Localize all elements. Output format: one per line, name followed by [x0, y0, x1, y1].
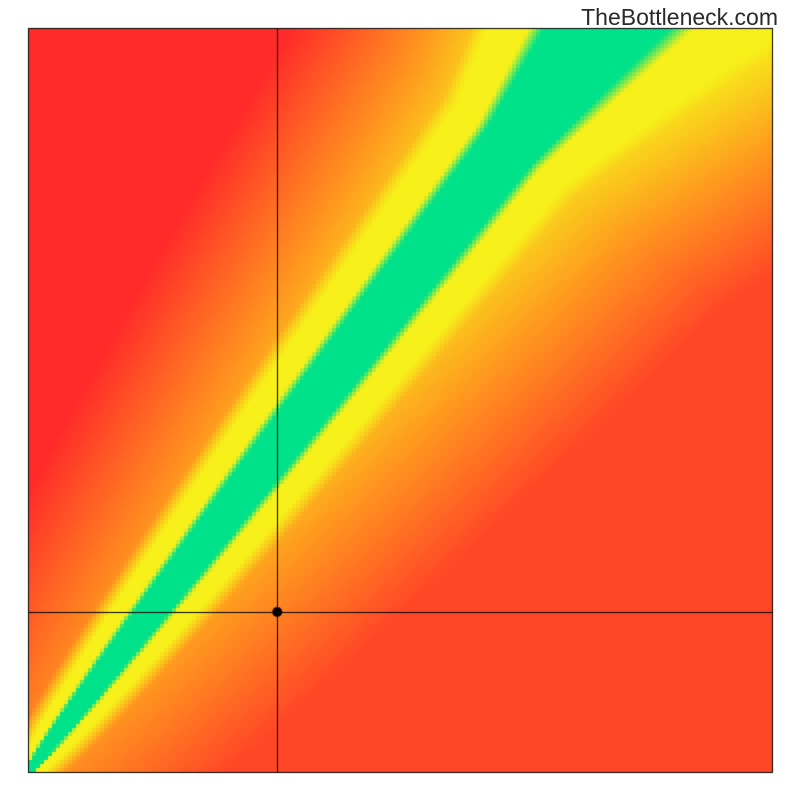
chart-stage: TheBottleneck.com — [0, 0, 800, 800]
watermark-text: TheBottleneck.com — [581, 4, 778, 31]
heatmap-canvas — [0, 0, 800, 800]
